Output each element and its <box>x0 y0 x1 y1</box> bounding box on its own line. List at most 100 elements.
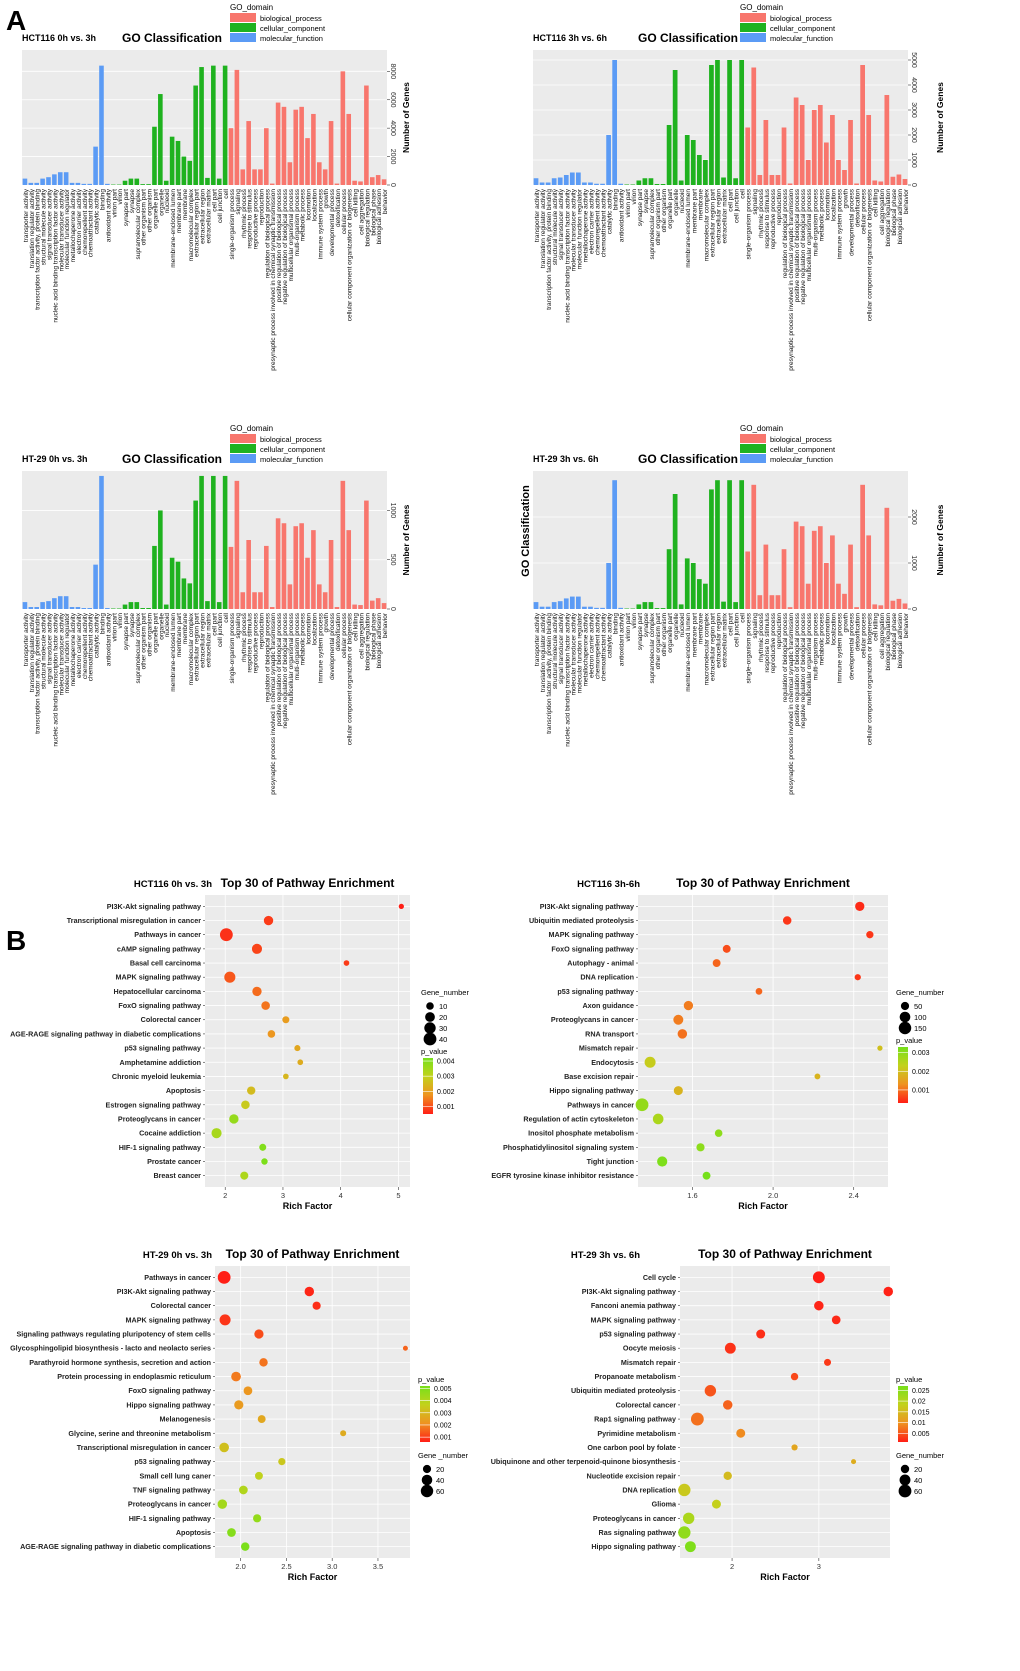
go-term-label: binding <box>613 189 620 210</box>
go-term-label: binding <box>613 613 620 634</box>
go-term-label: synapse <box>129 189 136 214</box>
go-bar <box>606 563 611 609</box>
pathway-bubble <box>678 1526 691 1539</box>
go-bar <box>872 180 878 185</box>
go-term-label: catalytic activity <box>94 188 101 234</box>
go-term-label: biological adhesion <box>897 613 904 669</box>
pvalue-legend: p_value 0.025 0.02 0.015 0.01 0.005 <box>896 1375 930 1442</box>
go-term-label: antioxidant activity <box>619 188 626 242</box>
go-term-label: behavior <box>903 188 910 214</box>
go-term-label: electron carrier activity <box>588 188 595 254</box>
go-bar <box>275 102 281 185</box>
colorbar-tick-label: 0.003 <box>434 1410 452 1417</box>
go-bar <box>175 561 181 609</box>
pathway-label: Proteoglycans in cancer <box>128 1500 211 1509</box>
legend-label-bp: biological_process <box>770 14 832 23</box>
legend-swatch-mf <box>230 33 256 42</box>
legend-label-cc: cellular_component <box>260 445 326 454</box>
pathway-label: Protein processing in endoplasmic reticu… <box>57 1372 211 1381</box>
go-bar <box>842 170 847 185</box>
x-axis-title: Rich Factor <box>288 1572 338 1582</box>
go-bar <box>739 60 745 185</box>
go-term-label: catalytic activity <box>607 612 614 658</box>
go-term-label: detoxification <box>855 613 862 651</box>
go-term-label: chemoattractant activity <box>601 612 608 681</box>
go-bar <box>317 584 322 609</box>
go-bar <box>40 178 45 185</box>
go-term-label: positive regulation of biological proces… <box>276 188 283 302</box>
go-term-label: reproduction <box>258 613 265 650</box>
pathway-bubble <box>219 1314 231 1326</box>
go-term-label: cell part <box>728 613 735 636</box>
go-bar <box>269 183 275 185</box>
go-term-label: presynaptic process involved in chemical… <box>788 189 795 371</box>
go-term-label: transcription factor activity, protein b… <box>35 189 42 310</box>
go-term-label: multi-organism process <box>294 612 301 680</box>
go-bar <box>122 180 128 185</box>
go-bar <box>582 182 587 185</box>
go-term-label: catalytic activity <box>94 612 101 658</box>
pathway-label: Ras signaling pathway <box>599 1528 676 1537</box>
go-term-label: positive regulation of biological proces… <box>276 612 283 726</box>
go-bar <box>757 595 763 609</box>
pathway-bubble <box>755 988 763 995</box>
go-bar <box>69 182 75 185</box>
go-term-label: cell <box>740 612 747 622</box>
pathway-label: Hippo signaling pathway <box>591 1542 676 1551</box>
go-bar <box>346 530 352 609</box>
go-bar <box>721 177 726 185</box>
legend-swatch-cc <box>230 23 256 32</box>
pathway-label: Mismatch repair <box>579 1044 634 1053</box>
kegg-subtitle: HT-29 3h vs. 6h <box>571 1250 640 1261</box>
go-term-label: reproductive process <box>253 188 260 249</box>
go-bar <box>563 598 569 609</box>
go-term-label: nucleic acid binding transcription facto… <box>52 188 59 322</box>
go-bar <box>163 180 169 185</box>
go-bar <box>34 607 40 609</box>
go-bar <box>199 475 204 609</box>
x-tick-label: 2.0 <box>768 1191 778 1200</box>
go-bar <box>175 140 181 185</box>
go-panel-go_hct_36: HCT116 3h vs. 6h GO ClassificationGO_doma… <box>533 3 945 371</box>
go-term-label: signal transducer activity <box>46 612 53 684</box>
go-term-label: single-organism process <box>229 612 236 683</box>
go-bar <box>375 598 381 609</box>
go-bar <box>199 67 204 185</box>
go-term-label: electron carrier activity <box>76 612 83 678</box>
go-term-label: nucleic acid binding transcription facto… <box>564 612 571 746</box>
go-term-label: positive regulation of biological proces… <box>794 188 801 302</box>
pathway-label: EGFR tyrosine kinase inhibitor resistanc… <box>491 1171 634 1180</box>
go-bar <box>57 596 63 609</box>
go-term-label: biological adhesion <box>376 189 383 245</box>
go-term-label: cellular component organization or bioge… <box>867 612 874 745</box>
go-title: GO Classification <box>122 452 222 466</box>
pathway-bubble <box>240 1171 249 1180</box>
go-bar <box>158 510 163 609</box>
pathway-bubble <box>241 1100 250 1110</box>
go-term-label: response to stimulus <box>247 188 254 248</box>
pathway-bubble <box>657 1156 668 1167</box>
go-term-label: developmental process <box>329 612 336 680</box>
go-bar <box>216 178 222 185</box>
go-bar <box>34 182 40 185</box>
go-legend: GO_domain biological_processcellular_comp… <box>230 3 326 43</box>
size-legend-dot <box>900 1001 910 1011</box>
go-bar <box>594 183 599 185</box>
pvalue-legend-title: p_value <box>896 1036 922 1045</box>
go-term-label: developmental process <box>329 188 336 256</box>
go-bar <box>158 94 163 185</box>
go-term-label: rhythmic process <box>241 612 248 662</box>
go-subtitle: HCT116 3h vs. 6h <box>533 33 607 43</box>
plot-background <box>638 895 888 1187</box>
go-term-label: signaling <box>235 613 242 639</box>
pathway-bubble <box>673 1014 684 1025</box>
go-term-label: metallochaperone activity <box>582 612 589 686</box>
y-axis-title: Number of Genes <box>935 504 945 575</box>
go-term-label: extracellular region <box>200 189 207 244</box>
go-subtitle: HT-29 3h vs. 6h <box>533 454 599 464</box>
go-term-label: membrane part <box>691 613 698 657</box>
go-panel-go_ht_36: HT-29 3h vs. 6h GO ClassificationGO_domai… <box>520 424 945 795</box>
go-bar <box>666 125 672 185</box>
go-bar <box>733 178 738 185</box>
go-term-label: chemorepellent activity <box>82 612 89 679</box>
